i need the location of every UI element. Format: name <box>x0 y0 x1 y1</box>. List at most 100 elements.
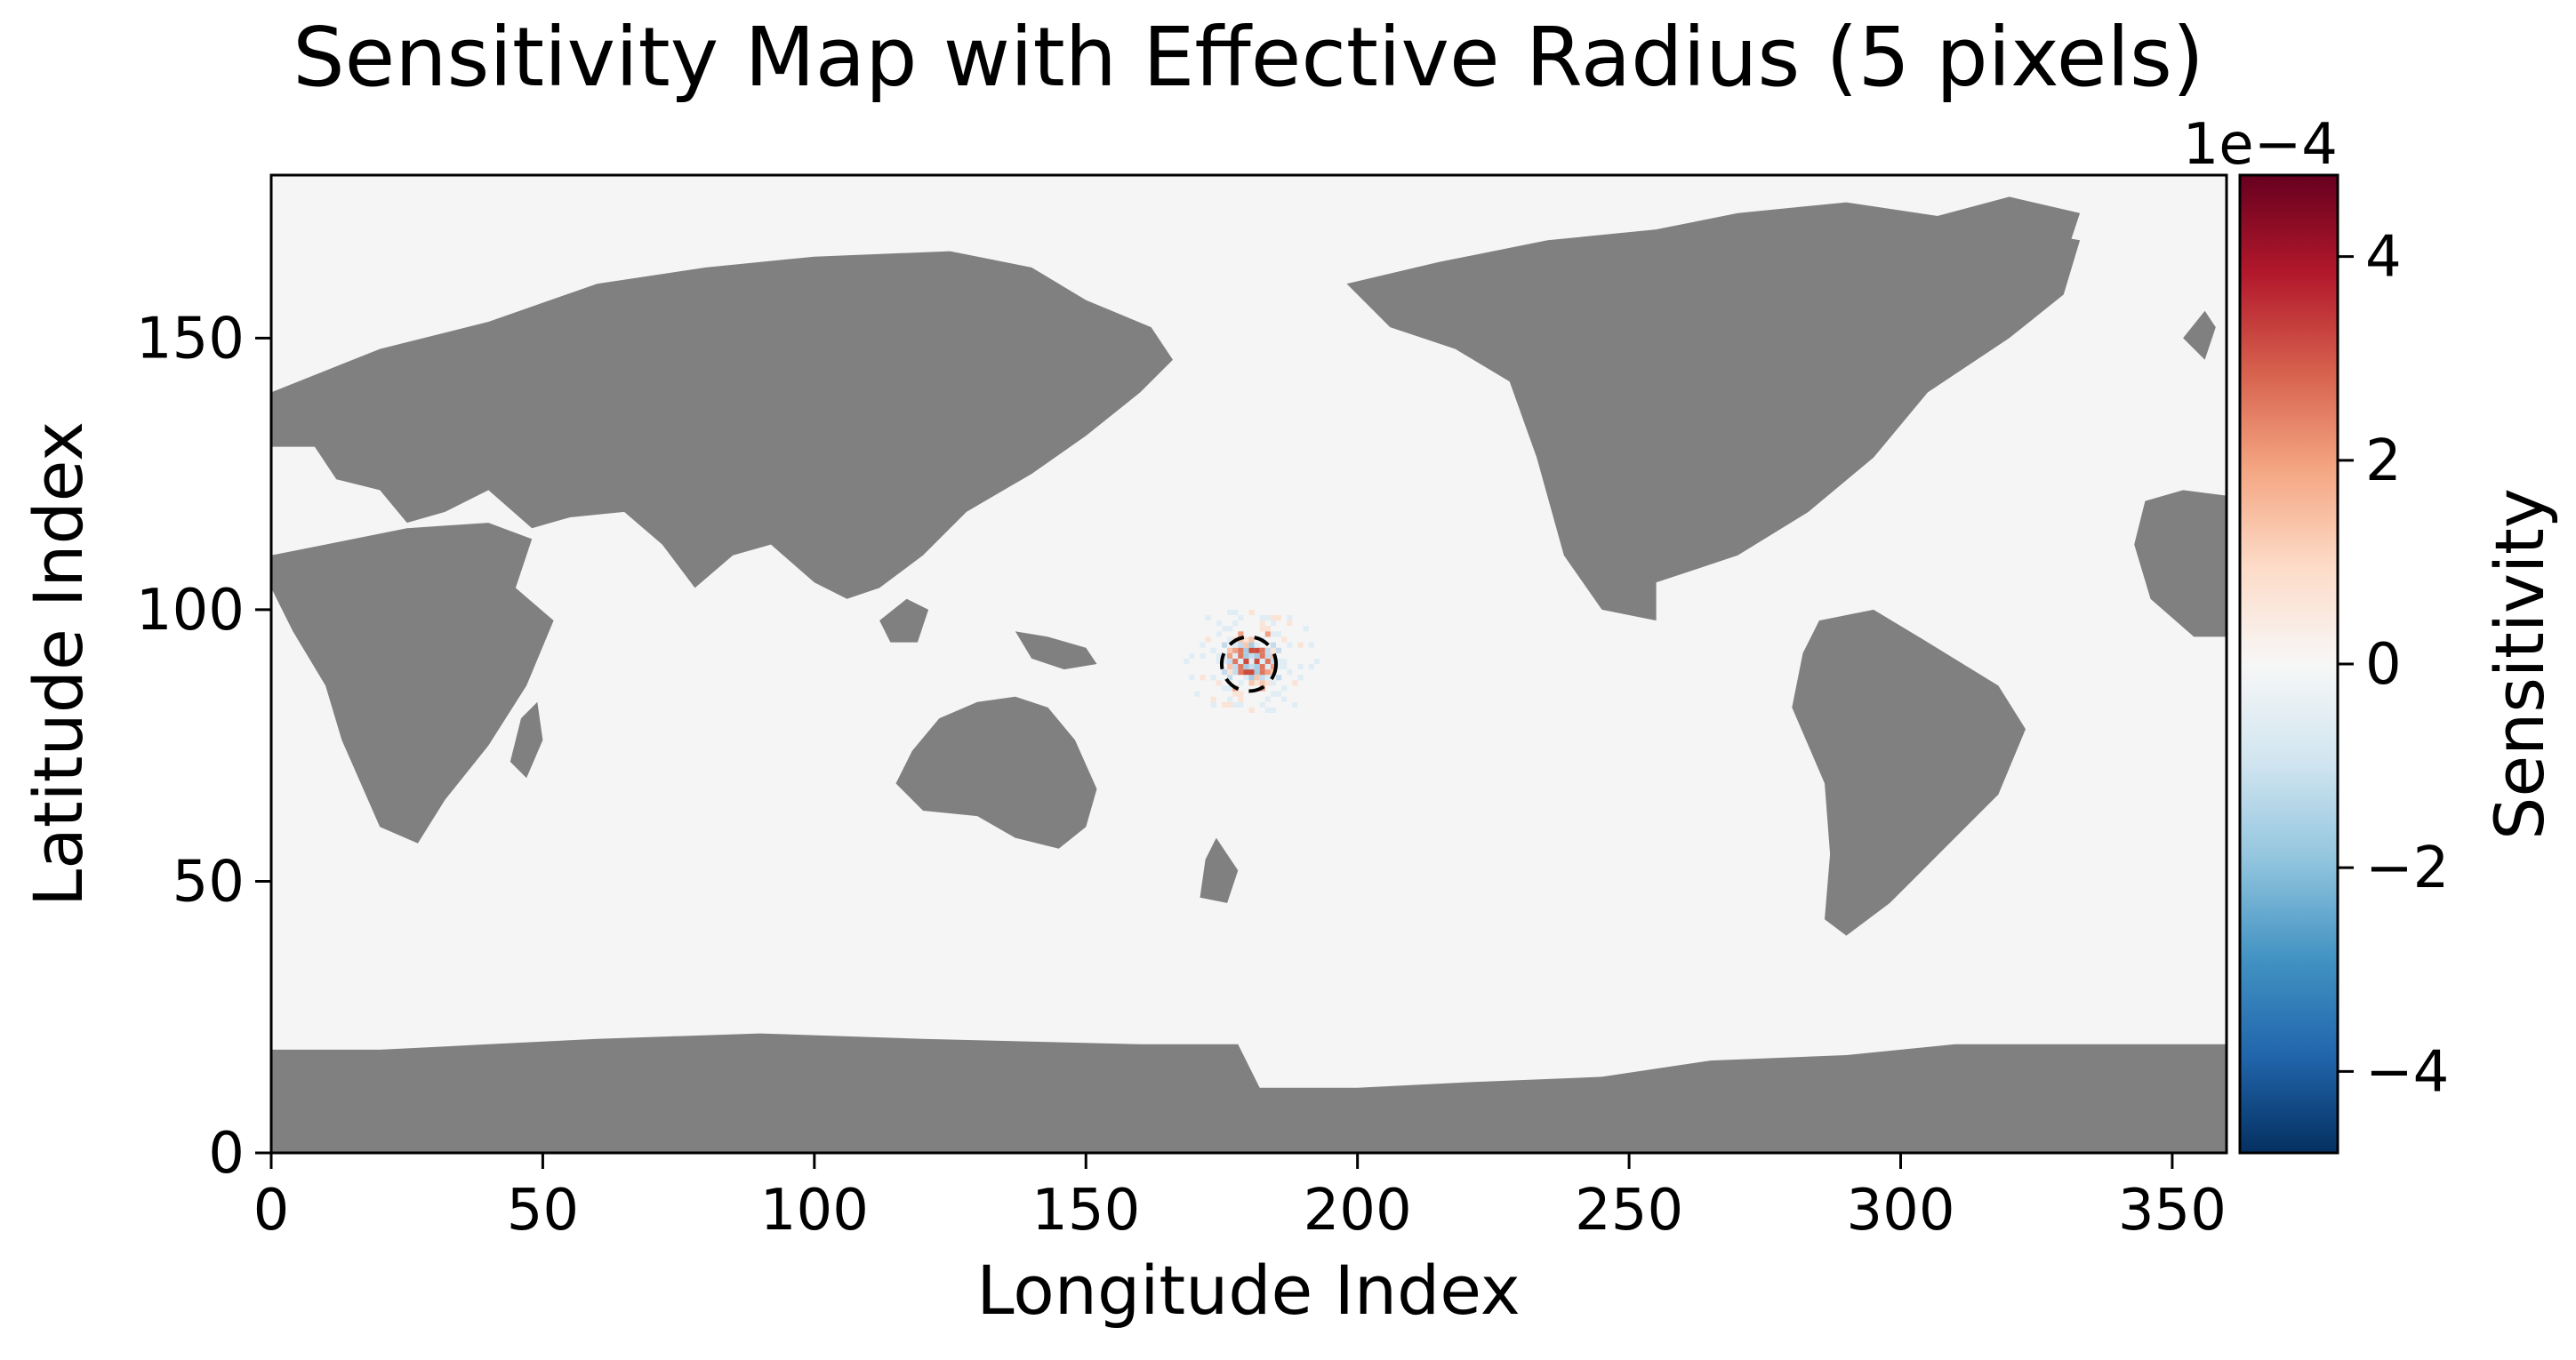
sensitivity-pixel <box>1259 675 1265 681</box>
x-tick-label: 350 <box>2118 1178 2227 1244</box>
x-tick-label: 0 <box>253 1178 290 1244</box>
sensitivity-pixel <box>1313 658 1320 665</box>
colorbar-label: Sensitivity <box>2480 488 2559 840</box>
sensitivity-pixel <box>1227 664 1233 670</box>
sensitivity-pixel <box>1248 658 1255 665</box>
sensitivity-pixel <box>1270 631 1277 637</box>
sensitivity-pixel <box>1238 642 1244 648</box>
sensitivity-pixel <box>1227 701 1233 708</box>
sensitivity-pixel <box>1254 680 1260 686</box>
sensitivity-pixel <box>1281 696 1288 702</box>
sensitivity-pixel <box>1248 636 1255 643</box>
sensitivity-pixel <box>1238 631 1244 637</box>
x-tick-label: 100 <box>760 1178 869 1244</box>
land-new-zealand <box>1200 837 1239 903</box>
sensitivity-pixel <box>1216 620 1222 627</box>
colorbar-ticks: 4 2 0 −2 −4 <box>2338 225 2449 1105</box>
sensitivity-pixel <box>1227 647 1233 653</box>
sensitivity-pixel <box>1184 658 1190 665</box>
sensitivity-pixel <box>1238 664 1244 670</box>
sensitivity-pixel <box>1276 631 1282 637</box>
x-axis-label: Longitude Index <box>976 1251 1520 1330</box>
sensitivity-pixel <box>1264 658 1271 665</box>
sensitivity-pixel <box>1222 626 1228 632</box>
sensitivity-pixel <box>1232 647 1239 653</box>
land-papua-new-guinea <box>1015 631 1097 670</box>
land-british-isles <box>2183 310 2216 360</box>
sensitivity-pixel <box>1210 701 1216 708</box>
sensitivity-pixel <box>1194 691 1200 697</box>
sensitivity-pixel <box>1264 615 1271 621</box>
sensitivity-pixel <box>1210 647 1216 653</box>
land-madagascar <box>510 701 543 779</box>
sensitivity-pixel <box>1232 609 1239 616</box>
sensitivity-pixel <box>1227 609 1233 616</box>
land-antarctica <box>271 1033 2227 1153</box>
sensitivity-pixel <box>1205 615 1211 621</box>
sensitivity-pixel <box>1264 675 1271 681</box>
sensitivity-pixel <box>1243 652 1249 659</box>
sensitivity-pixel <box>1232 664 1239 670</box>
x-axis: 0 50 100 150 200 250 300 350 <box>253 1153 2227 1244</box>
sensitivity-pixel <box>1254 664 1260 670</box>
sensitivity-pixel <box>1259 620 1265 627</box>
colorbar-tick-label: −2 <box>2365 836 2449 901</box>
sensitivity-pixel <box>1238 658 1244 665</box>
colorbar-tick-label: 0 <box>2365 632 2402 698</box>
sensitivity-pixel <box>1281 636 1288 643</box>
sensitivity-pixel <box>1259 680 1265 686</box>
sensitivity-pixel <box>1264 647 1271 653</box>
sensitivity-pixel <box>1238 652 1244 659</box>
plot-area <box>269 173 2228 1155</box>
sensitivity-pixel <box>1287 615 1293 621</box>
land-japan <box>983 364 1043 436</box>
sensitivity-pixel <box>1270 642 1277 648</box>
sensitivity-pixel <box>1227 696 1233 702</box>
land-borneo <box>879 598 929 643</box>
land-eurasia <box>271 251 1173 599</box>
sensitivity-pixel <box>1222 669 1228 676</box>
sensitivity-pixel <box>1254 658 1260 665</box>
sensitivity-pixel <box>1200 652 1206 659</box>
sensitivity-pixel <box>1281 658 1288 665</box>
sensitivity-pixel <box>1238 701 1244 708</box>
sensitivity-pixel <box>1216 658 1222 665</box>
land-west-africa-edge <box>2134 490 2227 637</box>
sensitivity-pixel <box>1222 701 1228 708</box>
sensitivity-pixel <box>1248 642 1255 648</box>
colorbar-gradient <box>2238 173 2339 1155</box>
sensitivity-pixel <box>1227 652 1233 659</box>
colorbar: 1e−4 4 2 0 −2 −4 Sensitivity <box>2183 112 2559 1155</box>
sensitivity-pixel <box>1270 680 1277 686</box>
sensitivity-pixel <box>1270 664 1277 670</box>
sensitivity-pixel <box>1297 664 1304 670</box>
sensitivity-pixel <box>1227 636 1233 643</box>
land-australia <box>895 696 1097 849</box>
sensitivity-pixel <box>1248 669 1255 676</box>
sensitivity-pixel <box>1232 691 1239 697</box>
sensitivity-pixel <box>1264 669 1271 676</box>
sensitivity-pixel <box>1232 642 1239 648</box>
sensitivity-pixel <box>1200 642 1206 648</box>
sensitivity-pixel <box>1238 615 1244 621</box>
sensitivity-pixel <box>1259 626 1265 632</box>
sensitivity-pixel <box>1270 691 1277 697</box>
sensitivity-pixel <box>1276 658 1282 665</box>
sensitivity-pixel <box>1254 642 1260 648</box>
plot-frame <box>269 173 2228 1155</box>
sensitivity-pixel <box>1264 707 1271 714</box>
sensitivity-pixel <box>1232 701 1239 708</box>
effective-radius-circle <box>1219 635 1279 693</box>
sensitivity-pixel <box>1308 642 1314 648</box>
sensitivity-pixel <box>1238 647 1244 653</box>
sensitivity-pixel <box>1227 669 1233 676</box>
colorbar-tick-label: 2 <box>2365 428 2402 494</box>
land-greenland <box>1857 196 2081 306</box>
sensitivity-pixel <box>1243 664 1249 670</box>
sensitivity-pixel <box>1281 685 1288 692</box>
land-mask <box>271 196 2227 1153</box>
sensitivity-pixel <box>1227 685 1233 692</box>
sensitivity-pixel <box>1243 642 1249 648</box>
y-tick-label: 100 <box>136 578 245 644</box>
sensitivity-pixel <box>1243 647 1249 653</box>
